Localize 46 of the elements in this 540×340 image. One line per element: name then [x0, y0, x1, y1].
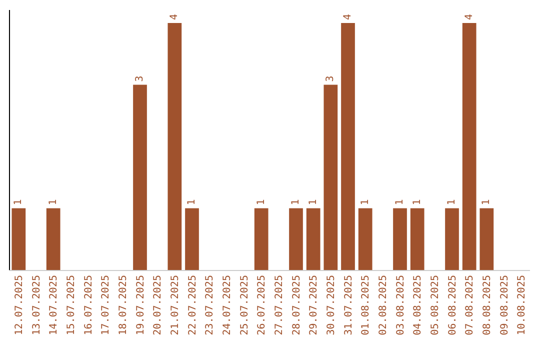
x-tick-label: 22.07.2025 [187, 275, 198, 336]
data-label: 3 [134, 76, 146, 82]
data-label: 1 [186, 199, 198, 206]
x-tick-label: 31.07.2025 [343, 275, 354, 336]
x-tick-label: 24.07.2025 [222, 275, 233, 336]
x-tick-label: 30.07.2025 [326, 275, 337, 336]
x-tick-label: 01.08.2025 [360, 275, 372, 336]
data-label: 4 [464, 14, 475, 20]
x-tick-label: 07.08.2025 [464, 275, 476, 336]
x-tick-label: 19.07.2025 [135, 275, 146, 336]
data-label: 1 [48, 199, 59, 206]
x-tick-label: 08.08.2025 [482, 275, 493, 336]
x-tick-label: 06.08.2025 [447, 275, 458, 336]
x-tick-label: 12.07.2025 [14, 275, 25, 336]
x-tick-label: 23.07.2025 [204, 275, 216, 336]
x-tick-label: 14.07.2025 [48, 275, 60, 336]
data-label: 1 [412, 199, 423, 206]
data-label: 1 [481, 199, 492, 206]
x-tick-label: 28.07.2025 [291, 275, 302, 336]
x-tick-label: 26.07.2025 [256, 275, 268, 336]
data-label: 1 [446, 199, 458, 206]
x-tick-label: 03.08.2025 [395, 275, 406, 336]
x-tick-label: 29.07.2025 [308, 275, 320, 336]
data-label: 1 [360, 199, 371, 206]
data-label: 1 [290, 199, 302, 206]
data-label: 1 [394, 199, 406, 206]
x-tick-label: 27.07.2025 [274, 275, 285, 336]
data-label: 1 [256, 199, 267, 206]
x-tick-label: 21.07.2025 [170, 275, 181, 336]
x-tick-label: 10.08.2025 [516, 275, 528, 336]
data-label: 3 [325, 76, 336, 82]
data-label: 4 [342, 14, 354, 20]
x-tick-label: 16.07.2025 [83, 275, 94, 336]
x-tick-label: 20.07.2025 [152, 275, 164, 336]
data-label: 1 [308, 199, 319, 206]
x-tick-label: 02.08.2025 [378, 275, 389, 336]
x-tick-label: 04.08.2025 [412, 275, 424, 336]
data-label: 4 [169, 14, 180, 20]
x-tick-label: 13.07.2025 [31, 275, 42, 336]
x-tick-label: 05.08.2025 [430, 275, 441, 336]
data-label: 1 [13, 199, 24, 206]
x-tick-label: 15.07.2025 [66, 275, 77, 336]
x-tick-label: 17.07.2025 [100, 275, 112, 336]
x-tick-label: 25.07.2025 [239, 275, 250, 336]
x-tick-label: 18.07.2025 [118, 275, 129, 336]
x-tick-label: 09.08.2025 [499, 275, 510, 336]
